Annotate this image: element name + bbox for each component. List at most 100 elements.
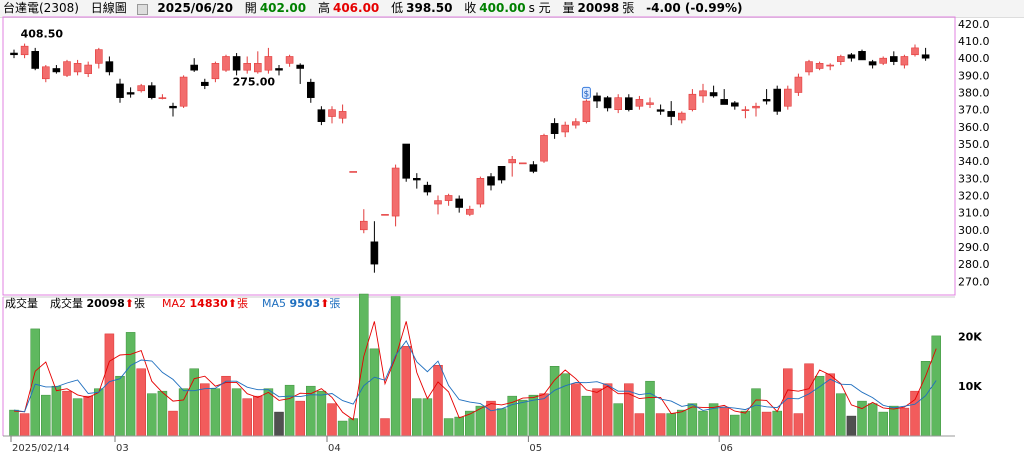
candle-body <box>487 176 495 186</box>
volume-bar <box>72 398 83 437</box>
price-tick-label: 380.0 <box>958 87 990 100</box>
candle-body <box>518 162 527 165</box>
price-tick-label: 300.0 <box>958 224 990 237</box>
volume-label: 量 <box>562 1 575 15</box>
candle-body <box>773 88 782 112</box>
volume-bar <box>878 411 888 437</box>
price-tick-label: 360.0 <box>958 121 990 134</box>
candle-body <box>52 68 61 73</box>
price-annotation: 275.00 <box>233 76 276 89</box>
legend-item-2: MA2 14830⬆張 <box>162 297 248 310</box>
candle-body <box>370 241 379 265</box>
volume-bar <box>889 405 899 437</box>
price-tick-label: 420.0 <box>958 18 990 31</box>
candle-body <box>667 111 676 117</box>
volume-bar <box>422 398 433 437</box>
candle-body <box>709 92 718 97</box>
volume-bar <box>94 388 104 437</box>
ma5-line <box>13 339 937 413</box>
volume-bar <box>210 388 221 437</box>
candle-body <box>95 49 103 64</box>
period-selector[interactable]: 日線圖 <box>90 1 127 15</box>
candle-body <box>794 76 803 93</box>
candle-body <box>232 56 241 71</box>
high-value: 406.00 <box>332 1 380 15</box>
candle-body <box>614 97 623 110</box>
open-value: 402.00 <box>259 1 307 15</box>
close-label: 收 <box>464 1 477 15</box>
volume-bar <box>730 414 740 437</box>
candle-body <box>889 56 898 62</box>
candle-body <box>254 63 262 73</box>
candle-body <box>158 97 167 99</box>
volume-bar <box>454 416 464 437</box>
volume-bar <box>825 373 835 437</box>
stock-name[interactable]: 台達電(2308) <box>3 1 79 15</box>
volume-bar <box>751 388 761 437</box>
volume-bar <box>83 395 93 437</box>
candle-body <box>126 92 135 95</box>
candle-body <box>550 123 559 134</box>
candle-body <box>148 85 156 98</box>
volume-bar <box>242 398 252 437</box>
candle-body <box>646 102 654 105</box>
candle-body <box>222 56 230 71</box>
volume-bar <box>602 383 613 437</box>
price-tick-label: 290.0 <box>958 241 990 254</box>
x-tick-label: 2025/02/14 <box>12 443 70 454</box>
candle-body <box>752 105 760 109</box>
price-tick-label: 390.0 <box>958 69 990 82</box>
volume-bar <box>645 380 655 437</box>
price-tick-label: 280.0 <box>958 258 990 271</box>
candle-body <box>720 99 729 105</box>
ma2-line <box>13 321 937 421</box>
candle-body <box>84 64 92 74</box>
volume-bar <box>571 383 581 437</box>
volume-bar <box>369 348 380 437</box>
volume-bar <box>761 411 772 437</box>
candle-body <box>338 111 347 119</box>
volume-value: 20098 <box>577 1 620 15</box>
candle-body <box>243 63 251 71</box>
candle-body <box>434 200 442 205</box>
candle-body <box>688 93 697 110</box>
change-value: -4.00 (-0.99%) <box>646 1 743 15</box>
candle-body <box>497 165 506 181</box>
candle-body <box>730 102 739 107</box>
volume-bar <box>836 393 846 437</box>
candle-body <box>402 143 411 179</box>
candle-body <box>540 135 548 162</box>
x-tick-label: 06 <box>720 443 733 454</box>
candle-body <box>476 178 485 205</box>
volume-bar <box>168 410 178 437</box>
candle-body <box>635 99 644 107</box>
volume-bar <box>157 390 168 437</box>
candle-body <box>169 105 177 109</box>
volume-bar <box>867 403 878 437</box>
open-label: 開 <box>244 1 257 15</box>
volume-bar <box>814 375 825 437</box>
candle-body <box>275 68 283 71</box>
volume-bar <box>221 375 231 437</box>
volume-bar <box>910 390 920 437</box>
candle-body <box>847 54 856 59</box>
candle-body <box>826 64 835 67</box>
price-tick-label: 340.0 <box>958 155 990 168</box>
volume-bar <box>793 413 804 437</box>
volume-bar <box>719 406 729 437</box>
candle-body <box>63 61 71 76</box>
checkbox-icon[interactable] <box>136 4 148 15</box>
volume-bar <box>274 411 284 437</box>
volume-bar <box>783 368 793 437</box>
candle-body <box>805 61 813 73</box>
candle-body <box>900 56 909 66</box>
candle-body <box>858 51 866 61</box>
dividend-icon-label: $ <box>584 89 590 99</box>
volume-bar <box>401 346 411 437</box>
volume-bar <box>486 400 496 437</box>
volume-tick-label: 20K <box>958 330 982 343</box>
candle-body <box>73 63 82 73</box>
volume-unit: 張 <box>622 1 635 15</box>
price-tick-label: 370.0 <box>958 104 990 117</box>
